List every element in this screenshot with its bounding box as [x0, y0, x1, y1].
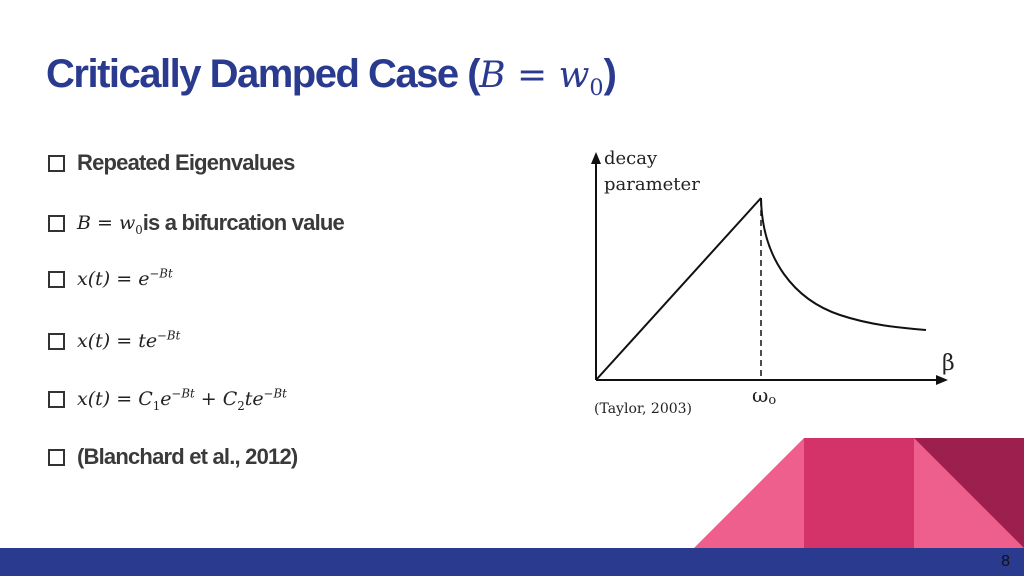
decay-curve [760, 197, 927, 331]
pink-light-triangle-right [914, 438, 1024, 548]
checkbox-bullet-icon [48, 448, 65, 466]
checkbox-bullet-icon [48, 214, 65, 232]
bullet-item: x(t) = C1e−Bt + C2te−Bt [48, 388, 287, 412]
footer-bar [0, 548, 1024, 576]
bullet-item: B = w0 is a bifurcation value [48, 210, 345, 236]
y-axis-arrow [591, 152, 601, 164]
pink-mid-square [804, 438, 914, 548]
figure-caption: (Taylor, 2003) [594, 401, 693, 417]
checkbox-bullet-icon [48, 332, 65, 350]
x-axis-label: β [942, 351, 955, 376]
checkbox-bullet-icon [48, 390, 65, 408]
rising-line [595, 197, 762, 381]
decay-parameter-figure: decay parameter β ωo [591, 148, 955, 405]
slide-title: Critically Damped Case (B = w0) [46, 52, 617, 102]
y-axis-label-line1: decay [604, 148, 658, 169]
x-axis-arrow [936, 375, 948, 385]
bullet-item: x(t) = te−Bt [48, 330, 180, 352]
omega-label: ωo [752, 383, 776, 405]
pink-light-triangle [694, 438, 804, 548]
page-number: 8 [1001, 553, 1010, 570]
checkbox-bullet-icon [48, 270, 65, 288]
bullet-item: (Blanchard et al., 2012) [48, 444, 298, 470]
bullet-item: x(t) = e−Bt [48, 268, 173, 290]
bullet-item: Repeated Eigenvalues [48, 150, 295, 176]
y-axis-label-line2: parameter [604, 174, 700, 195]
checkbox-bullet-icon [48, 154, 65, 172]
